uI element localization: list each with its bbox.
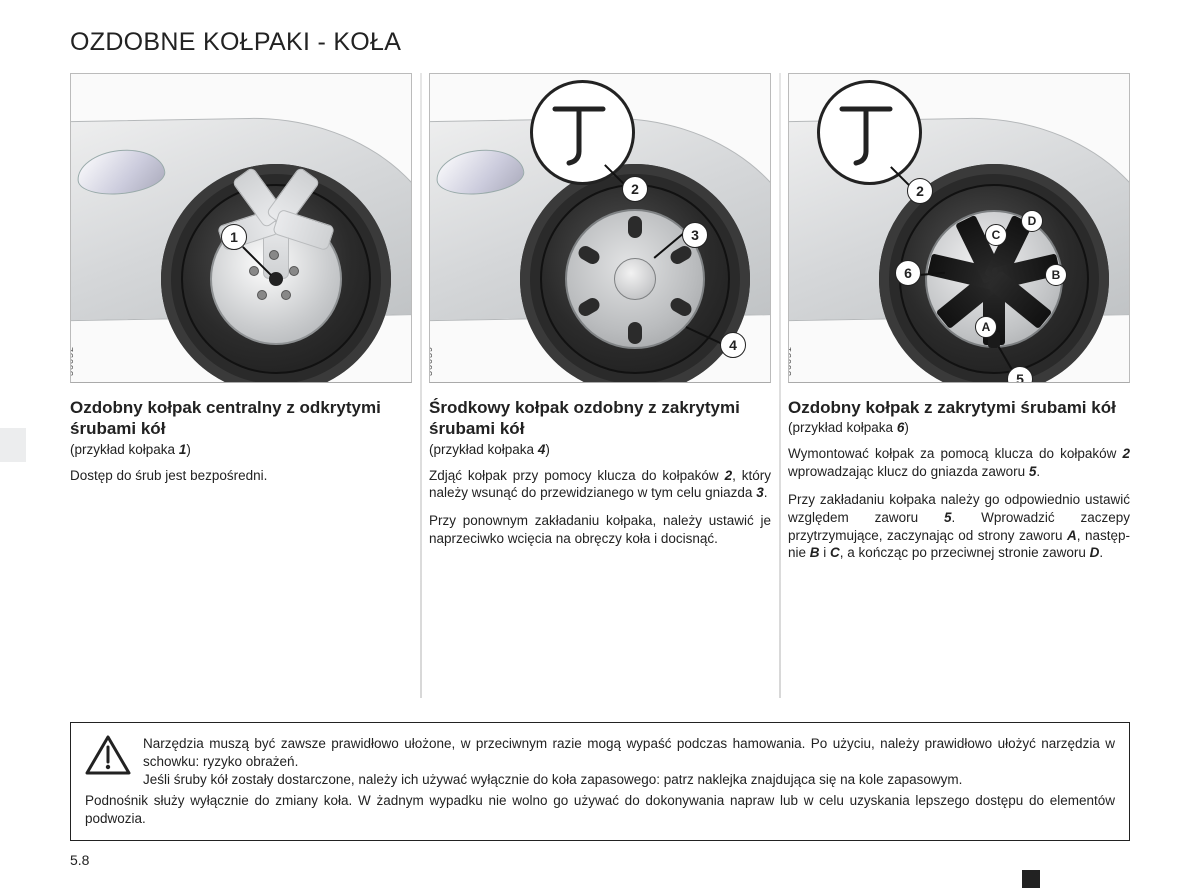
page-tab-marker [0, 428, 26, 462]
manual-page: OZDOBNE KOŁPAKI - KOŁA 36052 [0, 0, 1200, 888]
col3-heading: Ozdobny kołpak z zakrytymi śrubami kół [788, 397, 1130, 418]
column-2: 36039 [429, 73, 771, 698]
col3-note: (przykład kołpaka 6) [788, 420, 1130, 435]
warning-p2: Jeśli śruby kół zostały dostarczone, nal… [143, 771, 1115, 789]
divider-2 [779, 73, 781, 698]
column-1: 36052 [70, 73, 412, 698]
page-tick [1022, 870, 1040, 888]
col2-heading: Środkowy kołpak ozdobny z zakrytymi śrub… [429, 397, 771, 440]
callout-3: 3 [682, 222, 708, 248]
callout-2b: 2 [907, 178, 933, 204]
col1-note: (przykład kołpaka 1) [70, 442, 412, 457]
col2-note: (przykład kołpaka 4) [429, 442, 771, 457]
column-3: 36051 [788, 73, 1130, 698]
figure-2-code: 36039 [429, 346, 434, 376]
callout-B: B [1045, 264, 1067, 286]
callout-4: 4 [720, 332, 746, 358]
col1-p1: Dostęp do śrub jest bezpośredni. [70, 467, 412, 485]
page-title: OZDOBNE KOŁPAKI - KOŁA [70, 28, 1130, 57]
callout-6: 6 [895, 260, 921, 286]
col1-heading: Ozdobny kołpak centralny z odkrytymi śru… [70, 397, 412, 440]
columns: 36052 [70, 73, 1130, 698]
col2-p2: Przy ponownym zakładaniu kołpaka, należy… [429, 512, 771, 548]
warning-box: Narzędzia muszą być zawsze prawidłowo uł… [70, 722, 1130, 841]
warning-icon [85, 735, 131, 780]
col3-p2: Przy zakładaniu kołpaka należy go od­pow… [788, 491, 1130, 562]
tool-inset-2 [530, 80, 635, 185]
figure-1: 36052 [70, 73, 412, 383]
figure-3: 36051 [788, 73, 1130, 383]
warning-text-top: Narzędzia muszą być zawsze prawidłowo uł… [143, 735, 1115, 788]
divider-1 [420, 73, 422, 698]
page-number: 5.8 [70, 852, 89, 868]
figure-2: 36039 [429, 73, 771, 383]
callout-A: A [975, 316, 997, 338]
tool-inset-3 [817, 80, 922, 185]
warning-text-full: Podnośnik służy wyłącznie do zmiany koła… [85, 792, 1115, 828]
warning-p1: Narzędzia muszą być zawsze prawidłowo uł… [143, 735, 1115, 771]
figure-1-code: 36052 [70, 346, 75, 376]
col2-p1: Zdjąć kołpak przy pomocy klucza do kołpa… [429, 467, 771, 503]
warning-p3: Podnośnik służy wyłącznie do zmiany koła… [85, 792, 1115, 828]
callout-2: 2 [622, 176, 648, 202]
callout-1: 1 [221, 224, 247, 250]
figure-3-code: 36051 [788, 346, 793, 376]
col3-p1: Wymontować kołpak za pomocą klucza do ko… [788, 445, 1130, 481]
callout-D: D [1021, 210, 1043, 232]
callout-C: C [985, 224, 1007, 246]
